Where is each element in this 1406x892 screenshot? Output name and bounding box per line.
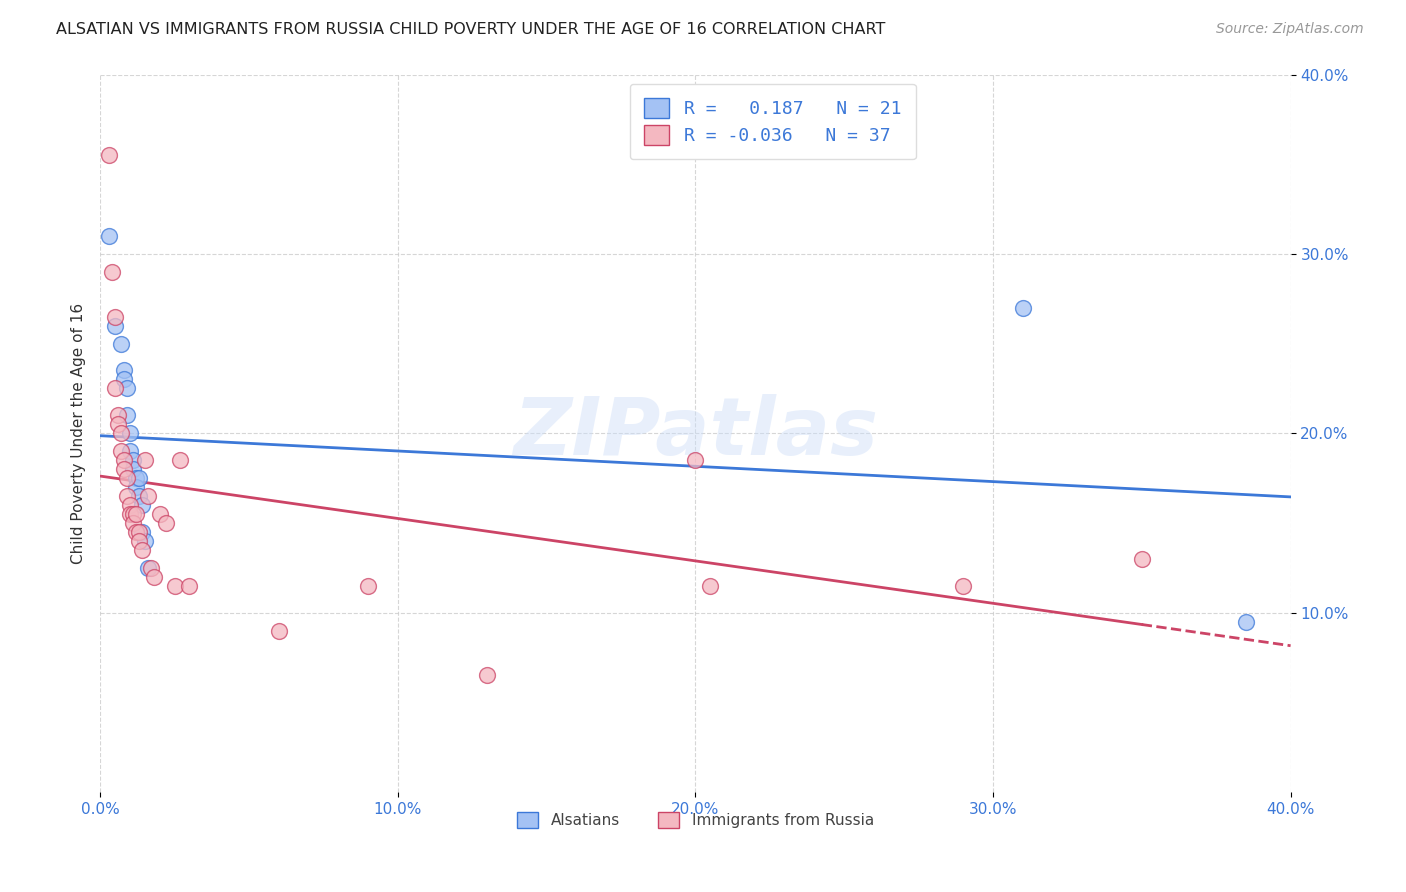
Point bbox=[699, 579, 721, 593]
Point bbox=[125, 471, 148, 485]
Point bbox=[131, 542, 153, 557]
Point bbox=[112, 462, 135, 476]
Point bbox=[101, 265, 124, 279]
Point bbox=[475, 668, 498, 682]
Point bbox=[125, 507, 148, 521]
Point bbox=[125, 480, 148, 494]
Point bbox=[121, 453, 143, 467]
Point bbox=[136, 561, 159, 575]
Point bbox=[267, 624, 290, 638]
Point bbox=[104, 310, 127, 324]
Point bbox=[118, 426, 141, 441]
Point bbox=[112, 372, 135, 386]
Point bbox=[121, 507, 143, 521]
Point bbox=[110, 426, 132, 441]
Point bbox=[952, 579, 974, 593]
Point bbox=[128, 524, 150, 539]
Point bbox=[155, 516, 177, 530]
Point bbox=[112, 363, 135, 377]
Point bbox=[128, 489, 150, 503]
Point bbox=[115, 471, 138, 485]
Point bbox=[110, 336, 132, 351]
Point bbox=[104, 318, 127, 333]
Point bbox=[1011, 301, 1033, 315]
Point bbox=[115, 381, 138, 395]
Point bbox=[139, 561, 162, 575]
Point bbox=[110, 444, 132, 458]
Y-axis label: Child Poverty Under the Age of 16: Child Poverty Under the Age of 16 bbox=[72, 302, 86, 564]
Point bbox=[118, 507, 141, 521]
Point bbox=[357, 579, 380, 593]
Point bbox=[131, 524, 153, 539]
Point bbox=[107, 417, 129, 432]
Text: ALSATIAN VS IMMIGRANTS FROM RUSSIA CHILD POVERTY UNDER THE AGE OF 16 CORRELATION: ALSATIAN VS IMMIGRANTS FROM RUSSIA CHILD… bbox=[56, 22, 886, 37]
Point bbox=[136, 489, 159, 503]
Legend: Alsatians, Immigrants from Russia: Alsatians, Immigrants from Russia bbox=[510, 806, 880, 835]
Point bbox=[112, 453, 135, 467]
Point bbox=[142, 570, 165, 584]
Point bbox=[121, 462, 143, 476]
Point bbox=[134, 453, 156, 467]
Text: ZIPatlas: ZIPatlas bbox=[513, 394, 877, 472]
Point bbox=[149, 507, 172, 521]
Point bbox=[1234, 615, 1257, 629]
Text: Source: ZipAtlas.com: Source: ZipAtlas.com bbox=[1216, 22, 1364, 37]
Point bbox=[179, 579, 201, 593]
Point bbox=[121, 516, 143, 530]
Point bbox=[128, 533, 150, 548]
Point bbox=[128, 471, 150, 485]
Point bbox=[107, 409, 129, 423]
Point bbox=[163, 579, 186, 593]
Point bbox=[1130, 551, 1153, 566]
Point bbox=[98, 229, 121, 244]
Point bbox=[115, 409, 138, 423]
Point bbox=[98, 148, 121, 162]
Point bbox=[118, 498, 141, 512]
Point bbox=[685, 453, 707, 467]
Point bbox=[125, 524, 148, 539]
Point bbox=[104, 381, 127, 395]
Point bbox=[118, 444, 141, 458]
Point bbox=[134, 533, 156, 548]
Point bbox=[169, 453, 191, 467]
Point bbox=[131, 498, 153, 512]
Point bbox=[115, 489, 138, 503]
